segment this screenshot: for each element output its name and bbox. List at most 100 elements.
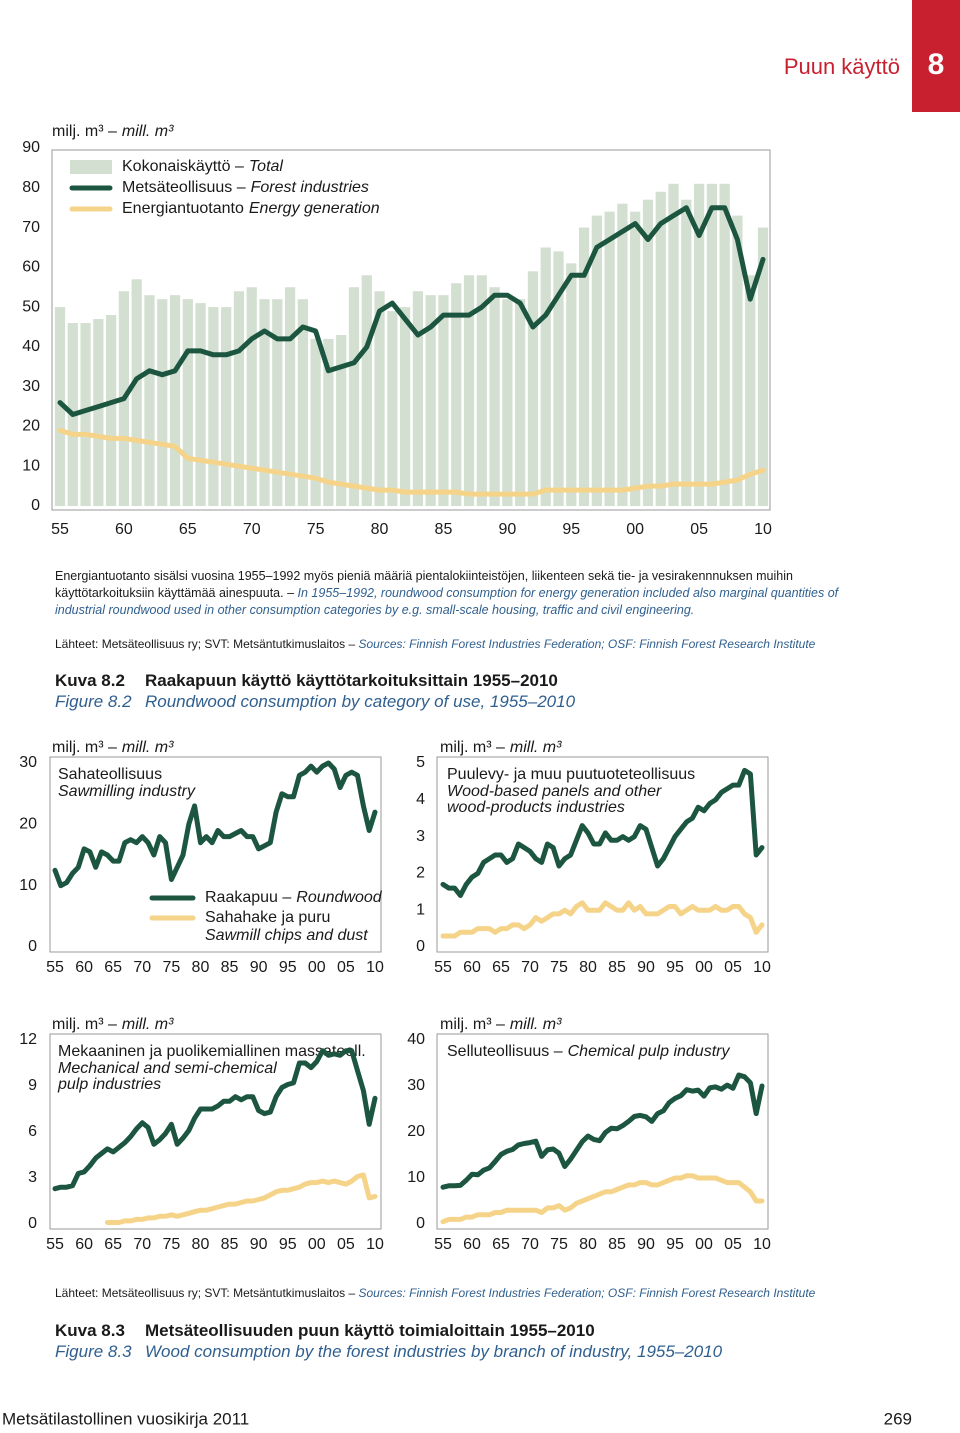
y-tick-label: 20 [19, 816, 37, 833]
bar [642, 199, 654, 506]
bar [757, 227, 769, 507]
legend-label-en: Roundwood [296, 889, 383, 906]
panel-title-en: Mechanical and semi-chemical [58, 1060, 277, 1077]
bar [553, 251, 564, 506]
unit-label: milj. m³ – mill. m³ [52, 123, 174, 140]
figure-label-en: Figure 8.2 [55, 692, 132, 711]
x-tick-label: 65 [104, 1236, 122, 1253]
bar [361, 275, 372, 506]
x-tick-label: 60 [75, 959, 93, 976]
unit-label: milj. m³ – mill. m³ [440, 739, 562, 756]
unit-label-en: mill. m³ [510, 739, 562, 756]
x-tick-label: 95 [279, 1236, 297, 1253]
legend-label: Kokonaiskäyttö – Total [122, 158, 283, 175]
x-tick-label: 00 [626, 521, 644, 538]
x-tick-label: 90 [637, 1236, 655, 1253]
x-tick-label: 85 [608, 1236, 626, 1253]
line [52, 1048, 378, 1192]
legend-label: Sahahake ja puru [205, 909, 330, 926]
bar [157, 299, 168, 506]
y-tick-label: 30 [22, 378, 40, 395]
figure-label: Kuva 8.3 [55, 1321, 125, 1340]
sources-en: Sources: Finnish Forest Industries Feder… [358, 637, 816, 651]
line [104, 1172, 378, 1225]
legend-label-fi: Metsäteollisuus – [122, 179, 246, 196]
bar [578, 227, 590, 507]
figure-label-en: Figure 8.3 [55, 1342, 132, 1361]
plot-frame [436, 1033, 769, 1230]
unit-label-en: mill. m³ [122, 123, 174, 140]
figure-label: Kuva 8.2 [55, 671, 125, 690]
x-tick-label: 55 [46, 959, 64, 976]
bar [374, 291, 385, 506]
x-tick-label: 75 [162, 959, 180, 976]
x-tick-label: 10 [753, 1236, 771, 1253]
y-tick-label: 12 [19, 1031, 37, 1048]
y-tick-label: 10 [19, 877, 37, 894]
bar [489, 287, 500, 506]
note-fi: Energiantuotanto sisälsi vuosina 1955–19… [55, 569, 793, 600]
y-tick-label: 9 [28, 1077, 37, 1094]
y-tick-label: 0 [28, 1215, 37, 1232]
section-title: Puun käyttö [784, 54, 900, 79]
bar [693, 183, 705, 507]
x-tick-label: 95 [279, 959, 297, 976]
bar [259, 299, 270, 506]
panel-title-en: wood-products industries [447, 799, 625, 816]
line [440, 1173, 765, 1225]
y-tick-label: 10 [22, 457, 40, 474]
x-tick-label: 85 [608, 959, 626, 976]
line [57, 205, 766, 417]
y-tick-label: 2 [416, 865, 425, 882]
y-tick-label: 30 [407, 1077, 425, 1094]
bar [399, 307, 411, 506]
figure-caption-en: Wood consumption by the forest industrie… [145, 1342, 723, 1361]
y-tick-label: 0 [416, 1215, 425, 1232]
x-tick-label: 80 [192, 1236, 210, 1253]
caption: Kuva 8.3 Metsäteollisuuden puun käyttö to… [55, 1320, 722, 1362]
x-tick-label: 90 [250, 1236, 268, 1253]
panel-title-fi: Selluteollisuus – [447, 1043, 563, 1060]
note-en: In 1955–1992, roundwood consumption for … [55, 586, 839, 617]
bar [745, 275, 756, 506]
x-tick-label: 65 [492, 1236, 510, 1253]
y-tick-label: 1 [416, 901, 425, 918]
bar [617, 203, 628, 506]
y-tick-label: 3 [28, 1169, 37, 1186]
bar [323, 338, 334, 506]
y-tick-label: 10 [407, 1169, 425, 1186]
x-tick-label: 10 [366, 959, 384, 976]
figure-caption-en: Roundwood consumption by category of use… [145, 692, 576, 711]
x-tick-label: 95 [562, 521, 580, 538]
bar [540, 247, 551, 506]
panel-title-en: Chemical pulp industry [568, 1043, 731, 1060]
x-tick-label: 90 [498, 521, 516, 538]
legend-label-en: Total [249, 158, 284, 175]
x-tick-label: 55 [434, 1236, 452, 1253]
bar [272, 299, 283, 506]
bar [668, 183, 679, 507]
x-tick-label: 05 [724, 959, 742, 976]
x-tick-label: 65 [104, 959, 122, 976]
x-tick-label: 10 [366, 1236, 384, 1253]
sources-fi: Lähteet: Metsäteollisuus ry; SVT: Metsän… [55, 1286, 356, 1300]
x-tick-label: 95 [666, 959, 684, 976]
bar [630, 211, 641, 506]
sources-fi: Lähteet: Metsäteollisuus ry; SVT: Metsän… [55, 637, 356, 651]
bar [131, 279, 142, 506]
chapter-number: 8 [928, 48, 945, 81]
x-tick-label: 55 [46, 1236, 64, 1253]
unit-label-fi: milj. m³ – [440, 739, 505, 756]
x-tick-label: 05 [724, 1236, 742, 1253]
plot-frame [51, 149, 771, 511]
bar [208, 307, 219, 506]
bar [604, 211, 615, 506]
bar [463, 275, 475, 506]
line [440, 900, 765, 939]
x-tick-label: 60 [115, 521, 133, 538]
unit-label-en: mill. m³ [122, 1016, 174, 1033]
bar [336, 334, 347, 506]
bar [169, 295, 181, 506]
line [52, 760, 378, 889]
legend-label: Energiantuotanto Energy generation [122, 200, 380, 217]
